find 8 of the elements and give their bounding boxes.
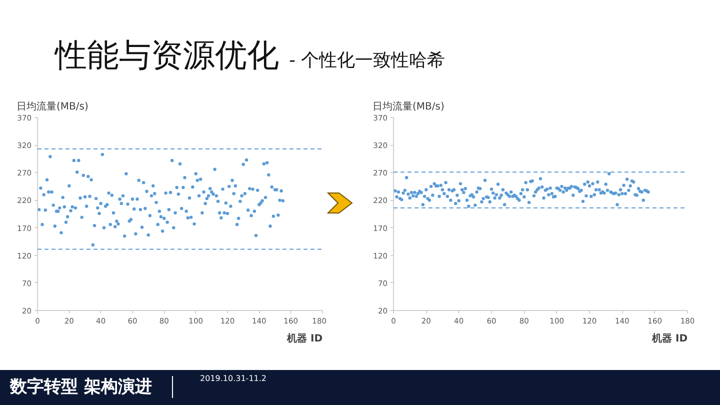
y-axis-title: 日均流量(MB/s) <box>372 100 444 112</box>
text: 2019.10.31-11.2 <box>200 374 267 384</box>
y-axis-title: 日均流量(MB/s) <box>16 100 88 112</box>
text: - 个性化一致性哈希 <box>289 50 446 71</box>
text: 数字转型 架构演进 <box>10 377 152 397</box>
x-axis-title: 机器 ID <box>286 332 323 344</box>
chart-title: 性能与资源优化 <box>55 36 279 74</box>
x-axis-title: 机器 ID <box>650 332 688 344</box>
